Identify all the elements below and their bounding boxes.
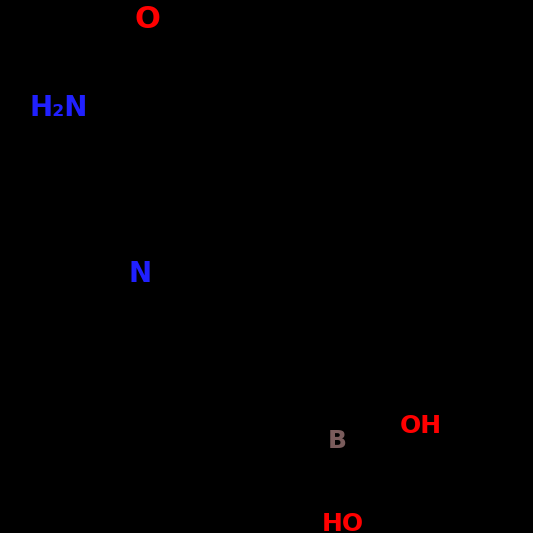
Text: H₂N: H₂N bbox=[30, 94, 88, 122]
Text: O: O bbox=[134, 5, 160, 34]
FancyBboxPatch shape bbox=[122, 254, 158, 294]
FancyBboxPatch shape bbox=[20, 88, 98, 127]
Text: B: B bbox=[328, 429, 347, 453]
Text: HO: HO bbox=[321, 512, 364, 533]
Text: N: N bbox=[128, 260, 151, 288]
FancyBboxPatch shape bbox=[321, 423, 354, 459]
FancyBboxPatch shape bbox=[394, 408, 447, 444]
Text: OH: OH bbox=[400, 414, 442, 438]
FancyBboxPatch shape bbox=[126, 0, 168, 39]
FancyBboxPatch shape bbox=[316, 506, 369, 533]
